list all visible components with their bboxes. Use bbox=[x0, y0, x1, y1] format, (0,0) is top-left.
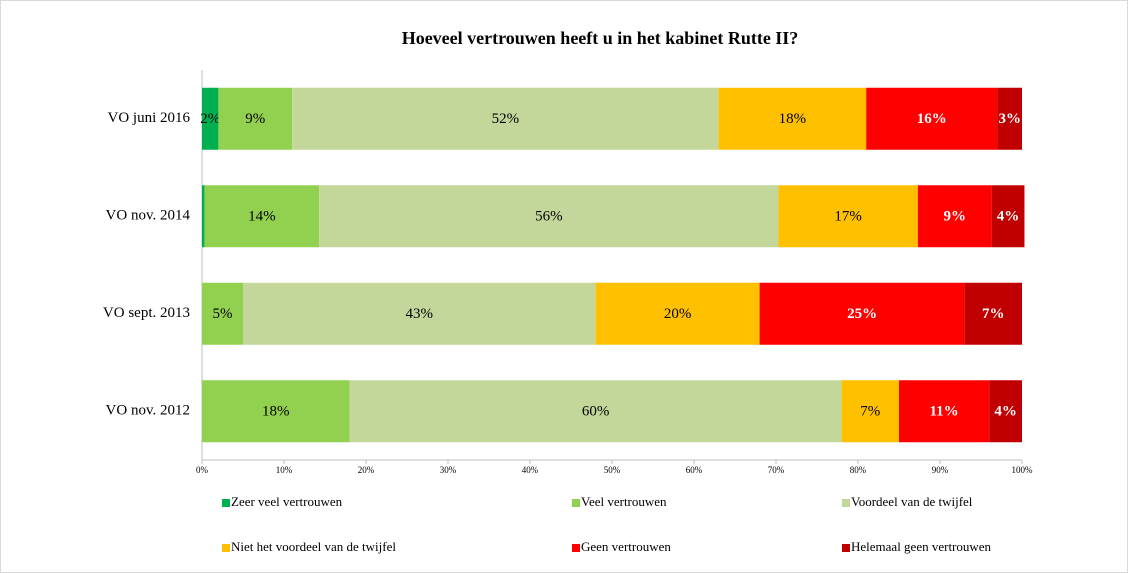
bar-segment bbox=[866, 87, 998, 150]
data-label: 2% bbox=[200, 111, 220, 127]
y-tick-label: VO nov. 2012 bbox=[106, 403, 190, 419]
data-label: 25% bbox=[847, 306, 877, 322]
bar-segment bbox=[917, 185, 992, 248]
data-label: 60% bbox=[582, 404, 610, 420]
bar-segment bbox=[759, 282, 965, 345]
x-tick-label: 30% bbox=[440, 465, 457, 475]
bar-segment bbox=[778, 185, 918, 248]
x-tick-label: 50% bbox=[604, 465, 621, 475]
y-tick-label: VO sept. 2013 bbox=[103, 305, 190, 321]
x-tick-label: 80% bbox=[850, 465, 867, 475]
data-label: 5% bbox=[213, 306, 233, 322]
data-label: 52% bbox=[492, 111, 520, 127]
x-tick-label: 0% bbox=[196, 465, 209, 475]
y-tick-label: VO juni 2016 bbox=[108, 110, 191, 126]
legend-label: Niet het voordeel van de twijfel bbox=[231, 539, 396, 554]
bar-segment bbox=[997, 87, 1022, 150]
bar-segment bbox=[202, 282, 243, 345]
bar-segment bbox=[964, 282, 1022, 345]
data-label: 7% bbox=[982, 306, 1005, 322]
data-label: 43% bbox=[406, 306, 434, 322]
legend-swatch bbox=[842, 544, 850, 552]
legend-label: Geen vertrouwen bbox=[581, 539, 671, 554]
data-label: 3% bbox=[998, 111, 1021, 127]
data-label: 9% bbox=[245, 111, 265, 127]
data-label: 18% bbox=[262, 404, 290, 420]
x-tick-label: 60% bbox=[686, 465, 703, 475]
x-tick-label: 90% bbox=[932, 465, 949, 475]
data-label: 11% bbox=[930, 404, 959, 420]
legend-label: Veel vertrouwen bbox=[581, 494, 667, 509]
x-tick-label: 100% bbox=[1012, 465, 1034, 475]
bar-segment bbox=[718, 87, 867, 150]
x-tick-label: 40% bbox=[522, 465, 539, 475]
legend-swatch bbox=[842, 499, 850, 507]
legend-swatch bbox=[222, 499, 230, 507]
bar-segment bbox=[319, 185, 779, 248]
legend-swatch bbox=[572, 544, 580, 552]
bar-segment bbox=[991, 185, 1025, 248]
data-label: 9% bbox=[944, 209, 967, 225]
bar-segment bbox=[595, 282, 760, 345]
legend-label: Zeer veel vertrouwen bbox=[231, 494, 343, 509]
x-tick-label: 70% bbox=[768, 465, 785, 475]
x-tick-label: 20% bbox=[358, 465, 375, 475]
data-label: 18% bbox=[779, 111, 807, 127]
data-label: 16% bbox=[917, 111, 947, 127]
legend-swatch bbox=[572, 499, 580, 507]
bar-segment bbox=[292, 87, 719, 150]
bar-segment bbox=[202, 87, 219, 150]
y-tick-label: VO nov. 2014 bbox=[106, 208, 191, 224]
legend-label: Voordeel van de twijfel bbox=[851, 494, 973, 509]
bar-segment bbox=[204, 185, 320, 248]
legend-label: Helemaal geen vertrouwen bbox=[851, 539, 992, 554]
bar-segment bbox=[899, 380, 990, 443]
data-label: 7% bbox=[860, 404, 880, 420]
legend-swatch bbox=[222, 544, 230, 552]
chart-title: Hoeveel vertrouwen heeft u in het kabine… bbox=[402, 28, 799, 48]
data-label: 17% bbox=[834, 209, 862, 225]
bar-segment bbox=[218, 87, 293, 150]
bar-segment bbox=[349, 380, 842, 443]
bar-segment bbox=[989, 380, 1022, 443]
data-label: 56% bbox=[535, 209, 563, 225]
bar-segment bbox=[202, 380, 350, 443]
bar-segment bbox=[243, 282, 596, 345]
data-label: 20% bbox=[664, 306, 692, 322]
data-label: 4% bbox=[994, 404, 1017, 420]
data-label: 4% bbox=[997, 209, 1020, 225]
bar-segment bbox=[841, 380, 899, 443]
bar-segment bbox=[202, 185, 205, 248]
x-tick-label: 10% bbox=[276, 465, 293, 475]
data-label: 14% bbox=[248, 209, 276, 225]
